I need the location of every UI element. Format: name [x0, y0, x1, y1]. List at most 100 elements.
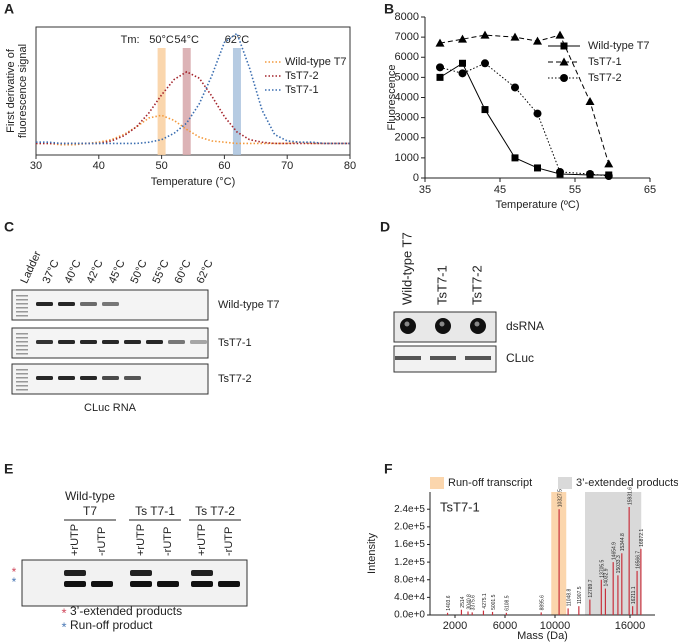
gel-band — [36, 340, 53, 344]
peak-label: 14654.9 — [612, 542, 618, 560]
x-tick-label: 80 — [344, 160, 356, 172]
marker — [481, 59, 489, 68]
lane-label: 55°C — [150, 258, 171, 285]
tm-band — [182, 48, 191, 155]
y-axis-label: Intensity — [366, 533, 378, 574]
gel-band — [218, 581, 240, 587]
ladder-band — [16, 345, 28, 347]
gel-band — [190, 340, 207, 344]
lane-label: -rUTP — [162, 527, 174, 556]
panel-label: C — [4, 219, 14, 235]
x-tick-label: 30 — [30, 160, 42, 172]
lane-label: -rUTP — [223, 527, 235, 556]
peak-label: 16872.1 — [639, 529, 645, 547]
marker — [556, 167, 564, 176]
row-label: Wild-type T7 — [218, 299, 280, 311]
legend-label: Wild-type T7 — [588, 40, 650, 52]
ladder-band — [16, 385, 28, 387]
gel-caption: CLuc RNA — [84, 402, 137, 414]
y-tick-label: 6000 — [395, 51, 419, 63]
marker — [436, 73, 444, 81]
gel-band — [124, 376, 141, 380]
tm-label: 54°C — [174, 34, 199, 46]
legend-label: TsT7-1 — [588, 56, 622, 68]
y-tick-label: 1.2e+5 — [394, 557, 425, 568]
ladder-band — [16, 299, 28, 301]
gel-band — [80, 376, 97, 380]
group-label: T7 — [83, 504, 97, 518]
x-tick-label: 50 — [155, 160, 167, 172]
ladder-band — [16, 303, 28, 305]
lane-label: 50°C — [128, 258, 149, 285]
gel-band — [168, 340, 185, 344]
peak-label: 15344.8 — [620, 533, 626, 551]
marker — [560, 42, 568, 50]
lane-label: TsT7-1 — [434, 265, 449, 305]
marker — [510, 32, 520, 41]
y-tick-label: 1.6e+5 — [394, 539, 425, 550]
plot-frame — [35, 26, 351, 156]
marker — [533, 36, 542, 45]
peak-label: 12789.7 — [588, 579, 594, 597]
y-tick-label: 3000 — [395, 112, 419, 124]
y-tick-label: 2.4e+5 — [394, 504, 425, 515]
legend-swatch — [558, 477, 572, 489]
y-tick-label: 8.0e+4 — [394, 574, 425, 585]
legend-label: Run-off transcript — [448, 477, 532, 489]
marker — [480, 30, 490, 39]
x-tick-label: 65 — [644, 184, 656, 196]
y-tick-label: 0 — [413, 172, 419, 184]
gel-band — [58, 376, 75, 380]
gel-band — [191, 581, 213, 587]
tm-label: 50°C — [149, 34, 174, 46]
ladder-band — [16, 315, 28, 317]
lane-label: 60°C — [172, 258, 193, 285]
gel-band — [465, 356, 491, 360]
y-axis-label: Fluorescence — [386, 64, 398, 130]
peak-label: 1403.6 — [446, 595, 452, 611]
y-axis-label: First derivative of — [5, 48, 17, 133]
legend-swatch — [430, 477, 444, 489]
ladder-band — [16, 307, 28, 309]
gel-band — [64, 581, 86, 587]
ladder-band — [16, 311, 28, 313]
group-label: Ts T7-1 — [135, 504, 175, 518]
series-line — [36, 70, 350, 145]
x-tick-label: 16000 — [615, 620, 646, 632]
marker — [560, 74, 568, 82]
x-tick-label: 40 — [93, 160, 105, 172]
y-tick-label: 8000 — [395, 11, 419, 23]
marker — [459, 59, 466, 67]
marker — [458, 34, 467, 43]
gel-band — [130, 570, 152, 576]
marker — [555, 30, 565, 39]
marker — [436, 63, 444, 72]
ladder-band — [16, 373, 28, 375]
marker — [481, 106, 489, 114]
tm-band — [232, 48, 241, 155]
x-tick-label: 70 — [281, 160, 293, 172]
marker — [585, 97, 595, 106]
marker — [435, 38, 445, 47]
gel-band — [124, 340, 141, 344]
x-axis-label: Mass (Da) — [517, 630, 568, 642]
peak-label: 6108.5 — [505, 595, 511, 611]
gel-band — [102, 340, 119, 344]
legend-label: 3’-extended products — [70, 604, 182, 618]
y-tick-label: 2000 — [395, 132, 419, 144]
ladder-band — [16, 349, 28, 351]
legend-label: Run-off product — [70, 618, 153, 632]
tm-annotation: Tm: — [121, 34, 140, 46]
row-label: CLuc — [506, 351, 534, 365]
tm-band — [157, 48, 166, 155]
x-axis-label: Temperature (ºC) — [495, 199, 579, 211]
group-label: Wild-type — [65, 489, 115, 503]
peak-label: 11048.8 — [566, 588, 572, 606]
ladder-band — [16, 381, 28, 383]
ladder-band — [16, 377, 28, 379]
peak-label: 13705.5 — [600, 559, 606, 577]
y-tick-label: 5000 — [395, 71, 419, 83]
legend-label: 3’-extended products — [576, 477, 678, 489]
panel-label: E — [4, 461, 13, 477]
